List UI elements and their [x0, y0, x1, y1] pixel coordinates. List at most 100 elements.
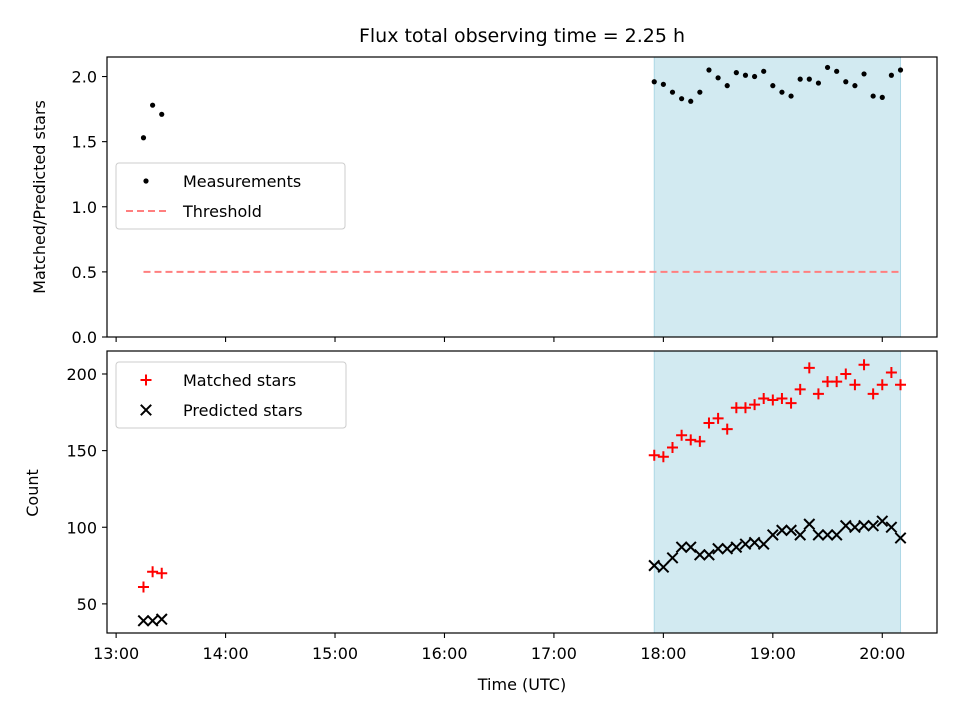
bottom-point-matched-stars-9 [703, 417, 715, 429]
bottom-point-predicted-stars-11 [721, 542, 734, 555]
top-legend-label-0: Measurements [183, 172, 301, 191]
bottom-legend-box [115, 361, 347, 429]
bottom-point-matched-stars-18 [785, 397, 797, 409]
bottom-point-matched-stars-16 [767, 394, 779, 406]
top-point-measurements-27 [870, 93, 876, 99]
top-point-measurements-4 [660, 81, 666, 87]
bottom-point-matched-stars-3 [648, 449, 660, 461]
bottom-point-predicted-stars-29 [885, 521, 898, 534]
top-point-measurements-7 [688, 98, 694, 104]
x-tick-label-4: 17:00 [531, 644, 577, 663]
bottom-point-matched-stars-15 [758, 393, 770, 405]
bottom-point-matched-stars-28 [876, 379, 888, 391]
bottom-legend-marker-1 [140, 404, 152, 416]
bottom-observing-span [653, 350, 902, 634]
bottom-point-matched-stars-26 [858, 359, 870, 371]
top-point-measurements-25 [852, 83, 858, 89]
bottom-point-predicted-stars-14 [748, 536, 761, 549]
bottom-point-predicted-stars-3 [648, 559, 661, 572]
top-point-measurements-12 [733, 70, 739, 76]
top-point-measurements-2 [159, 111, 165, 117]
bottom-point-matched-stars-8 [694, 435, 706, 447]
bottom-point-predicted-stars-2 [155, 613, 168, 626]
bottom-point-predicted-stars-9 [703, 548, 715, 561]
top-point-measurements-17 [779, 89, 785, 95]
bottom-point-predicted-stars-17 [776, 524, 788, 537]
bottom-point-predicted-stars-7 [684, 541, 697, 554]
x-tick-label-7: 20:00 [859, 644, 905, 663]
bottom-point-predicted-stars-22 [821, 529, 834, 541]
bottom-point-predicted-stars-21 [812, 529, 825, 541]
top-point-measurements-26 [861, 71, 867, 77]
top-point-measurements-15 [761, 68, 767, 74]
bottom-y-tick-label-1: 100 [66, 518, 97, 537]
top-legend-marker-0 [143, 178, 149, 184]
bottom-point-matched-stars-21 [812, 388, 824, 400]
top-axes-frame [106, 56, 938, 338]
bottom-point-matched-stars-4 [657, 451, 669, 463]
bottom-point-predicted-stars-18 [785, 524, 797, 537]
top-y-tick-label-3: 1.5 [72, 133, 97, 152]
bottom-point-matched-stars-7 [685, 434, 697, 446]
bottom-point-matched-stars-0 [137, 581, 149, 593]
bottom-point-predicted-stars-19 [794, 529, 807, 541]
bottom-point-matched-stars-20 [803, 362, 815, 374]
bottom-point-predicted-stars-25 [849, 521, 861, 534]
top-point-measurements-0 [140, 135, 147, 141]
top-point-measurements-3 [651, 79, 657, 85]
bottom-point-predicted-stars-5 [666, 551, 679, 564]
top-legend-label-1: Threshold [182, 202, 262, 221]
bottom-point-matched-stars-5 [666, 442, 678, 454]
bottom-point-matched-stars-27 [867, 388, 879, 400]
x-tick-label-2: 15:00 [312, 644, 358, 663]
top-point-measurements-18 [788, 93, 794, 99]
top-point-measurements-24 [843, 79, 849, 85]
bottom-point-predicted-stars-13 [739, 538, 752, 551]
bottom-point-predicted-stars-10 [712, 542, 725, 555]
bottom-panel: 50 100 150 200 13:00 14:00 15:00 16:00 17:00 18:0… [66, 350, 938, 663]
bottom-point-matched-stars-6 [676, 429, 688, 441]
bottom-point-predicted-stars-4 [657, 561, 670, 574]
top-point-measurements-16 [770, 83, 776, 89]
bottom-point-matched-stars-17 [776, 393, 788, 405]
bottom-point-matched-stars-2 [156, 567, 168, 579]
bottom-point-predicted-stars-8 [693, 548, 706, 561]
top-y-tick-label-2: 1.0 [72, 198, 97, 217]
top-legend-box [115, 162, 346, 230]
bottom-point-predicted-stars-26 [858, 519, 870, 532]
bottom-point-matched-stars-30 [895, 379, 907, 391]
chart-title: Flux total observing time = 2.25 h [359, 25, 685, 47]
top-point-measurements-14 [751, 73, 758, 80]
bottom-legend-label-1: Predicted stars [183, 401, 303, 420]
bottom-y-tick-label-3: 200 [66, 365, 97, 384]
bottom-point-matched-stars-1 [147, 566, 159, 578]
bottom-point-predicted-stars-20 [803, 518, 816, 531]
top-point-measurements-10 [715, 75, 721, 81]
bottom-point-matched-stars-19 [794, 383, 806, 395]
x-tick-label-6: 19:00 [750, 644, 796, 663]
bottom-point-matched-stars-25 [849, 379, 861, 391]
bottom-point-predicted-stars-6 [675, 541, 688, 554]
top-y-tick-label-4: 2.0 [72, 68, 97, 87]
bottom-point-matched-stars-29 [885, 366, 897, 378]
bottom-point-matched-stars-23 [831, 376, 843, 388]
top-point-measurements-28 [879, 94, 885, 100]
top-observing-span [653, 56, 902, 338]
top-panel: 0.0 0.5 1.0 1.5 2.0 Measurements Threshold [72, 56, 938, 347]
top-point-measurements-19 [797, 76, 803, 82]
top-y-tick-label-1: 0.5 [72, 263, 97, 282]
bottom-axes-frame [106, 350, 938, 634]
bottom-point-matched-stars-13 [739, 402, 751, 414]
bottom-point-predicted-stars-30 [894, 532, 907, 544]
bottom-point-predicted-stars-15 [757, 538, 770, 551]
bottom-y-tick-label-2: 150 [66, 442, 97, 461]
bottom-point-matched-stars-10 [712, 412, 724, 424]
bottom-point-predicted-stars-24 [839, 519, 852, 532]
bottom-point-predicted-stars-28 [876, 515, 889, 528]
bottom-point-predicted-stars-12 [730, 541, 743, 554]
bottom-point-predicted-stars-16 [766, 529, 779, 541]
top-point-measurements-1 [150, 102, 156, 108]
top-point-measurements-22 [824, 64, 831, 71]
bottom-point-matched-stars-24 [840, 368, 852, 380]
